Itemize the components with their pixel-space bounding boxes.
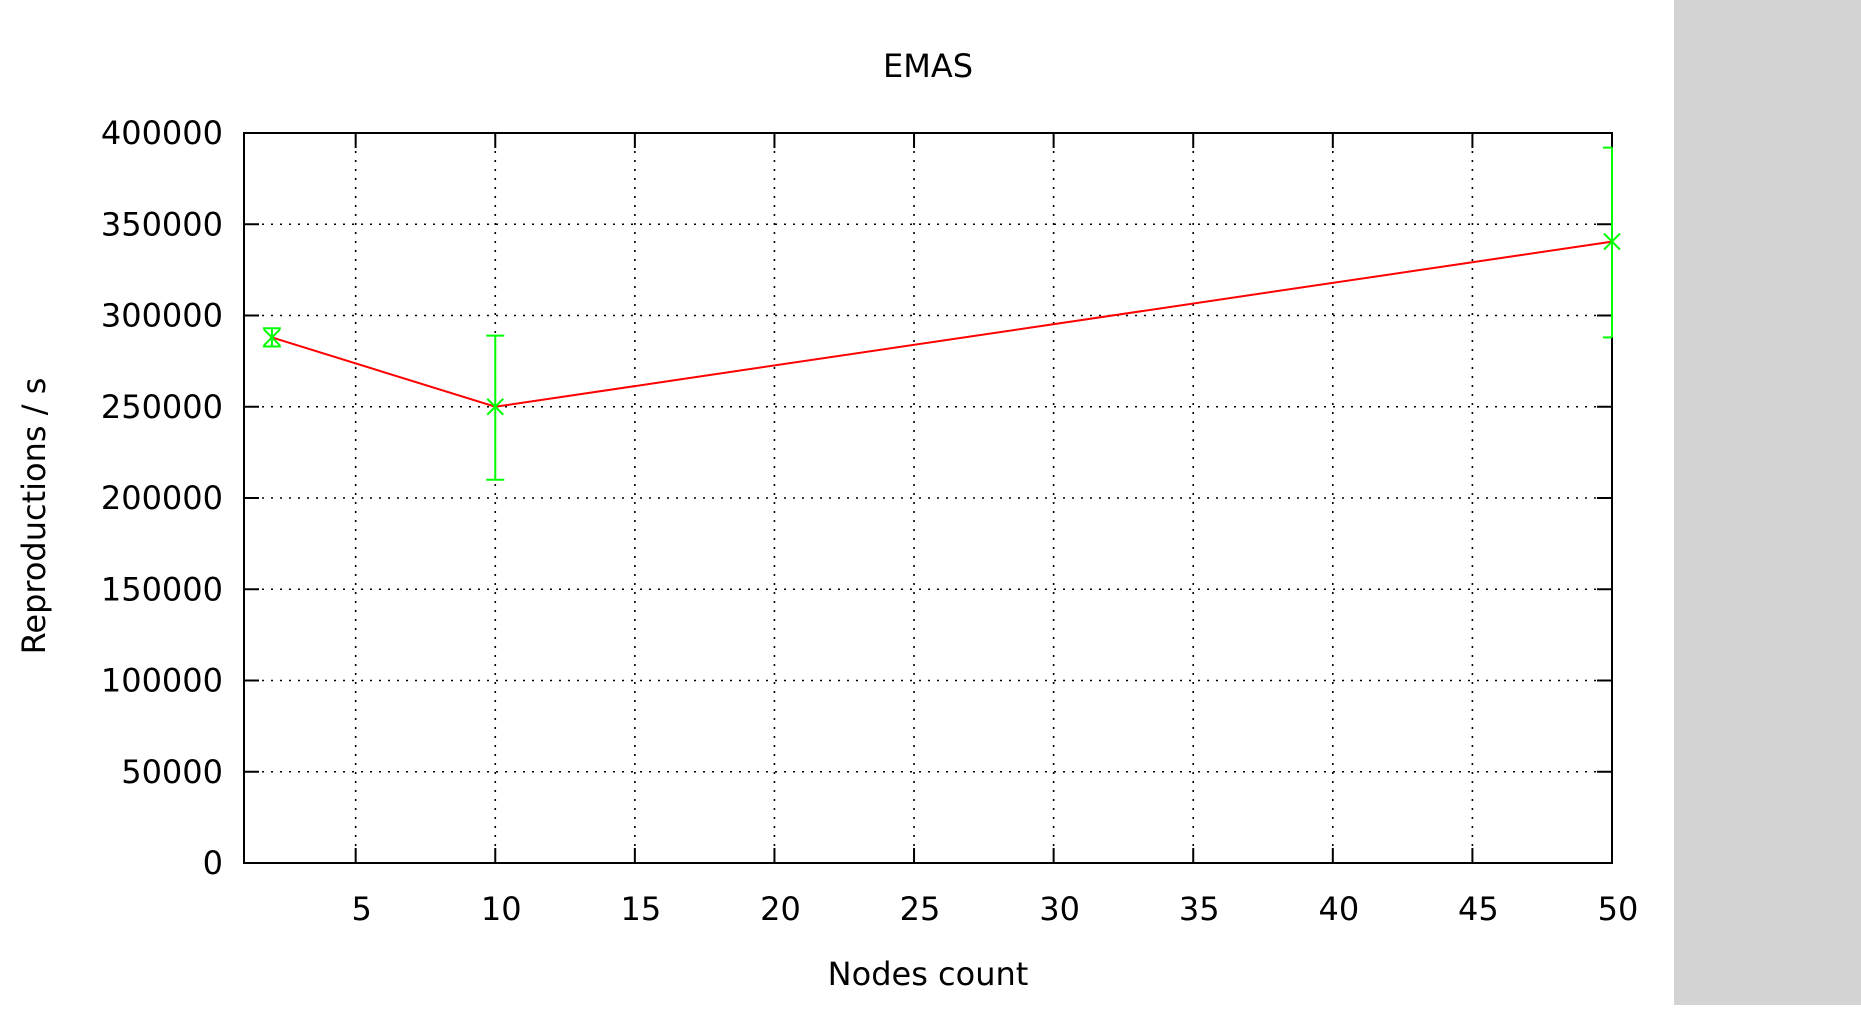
x-tick-label: 25 (900, 890, 941, 928)
x-axis-label: Nodes count (828, 955, 1029, 993)
grid (244, 133, 1612, 863)
y-tick-label: 200000 (101, 479, 223, 517)
chart-background (0, 0, 1674, 1005)
y-tick-label: 400000 (101, 114, 223, 152)
y-tick-label: 250000 (101, 388, 223, 426)
data-point-marker (1603, 232, 1621, 251)
y-tick-label: 350000 (101, 205, 223, 243)
series-layer (262, 146, 1621, 481)
side-panel (1674, 0, 1861, 1005)
x-tick-labels: 5 10 15 20 25 30 35 40 45 50 (351, 890, 1638, 928)
x-tick-label: 40 (1318, 890, 1359, 928)
x-tick-label: 45 (1458, 890, 1499, 928)
x-tick-label: 15 (620, 890, 661, 928)
axis-ticks (244, 132, 1613, 864)
x-tick-label: 10 (481, 890, 522, 928)
x-tick-label: 5 (351, 890, 371, 928)
x-tick-label: 30 (1039, 890, 1080, 928)
y-tick-label: 0 (203, 844, 223, 882)
y-tick-label: 50000 (121, 753, 223, 791)
y-axis-label: Reproductions / s (15, 378, 53, 655)
y-tick-label: 150000 (101, 570, 223, 608)
x-tick-label: 50 (1598, 890, 1639, 928)
y-tick-label: 300000 (101, 297, 223, 335)
data-point-marker (486, 398, 504, 416)
data-point-marker (263, 328, 281, 347)
chart-title: EMAS (883, 47, 973, 85)
x-tick-label: 35 (1179, 890, 1220, 928)
y-tick-labels: 0 50000 100000 150000 200000 250000 300000 3500… (101, 114, 223, 882)
x-tick-label: 20 (760, 890, 801, 928)
y-tick-label: 100000 (101, 662, 223, 700)
